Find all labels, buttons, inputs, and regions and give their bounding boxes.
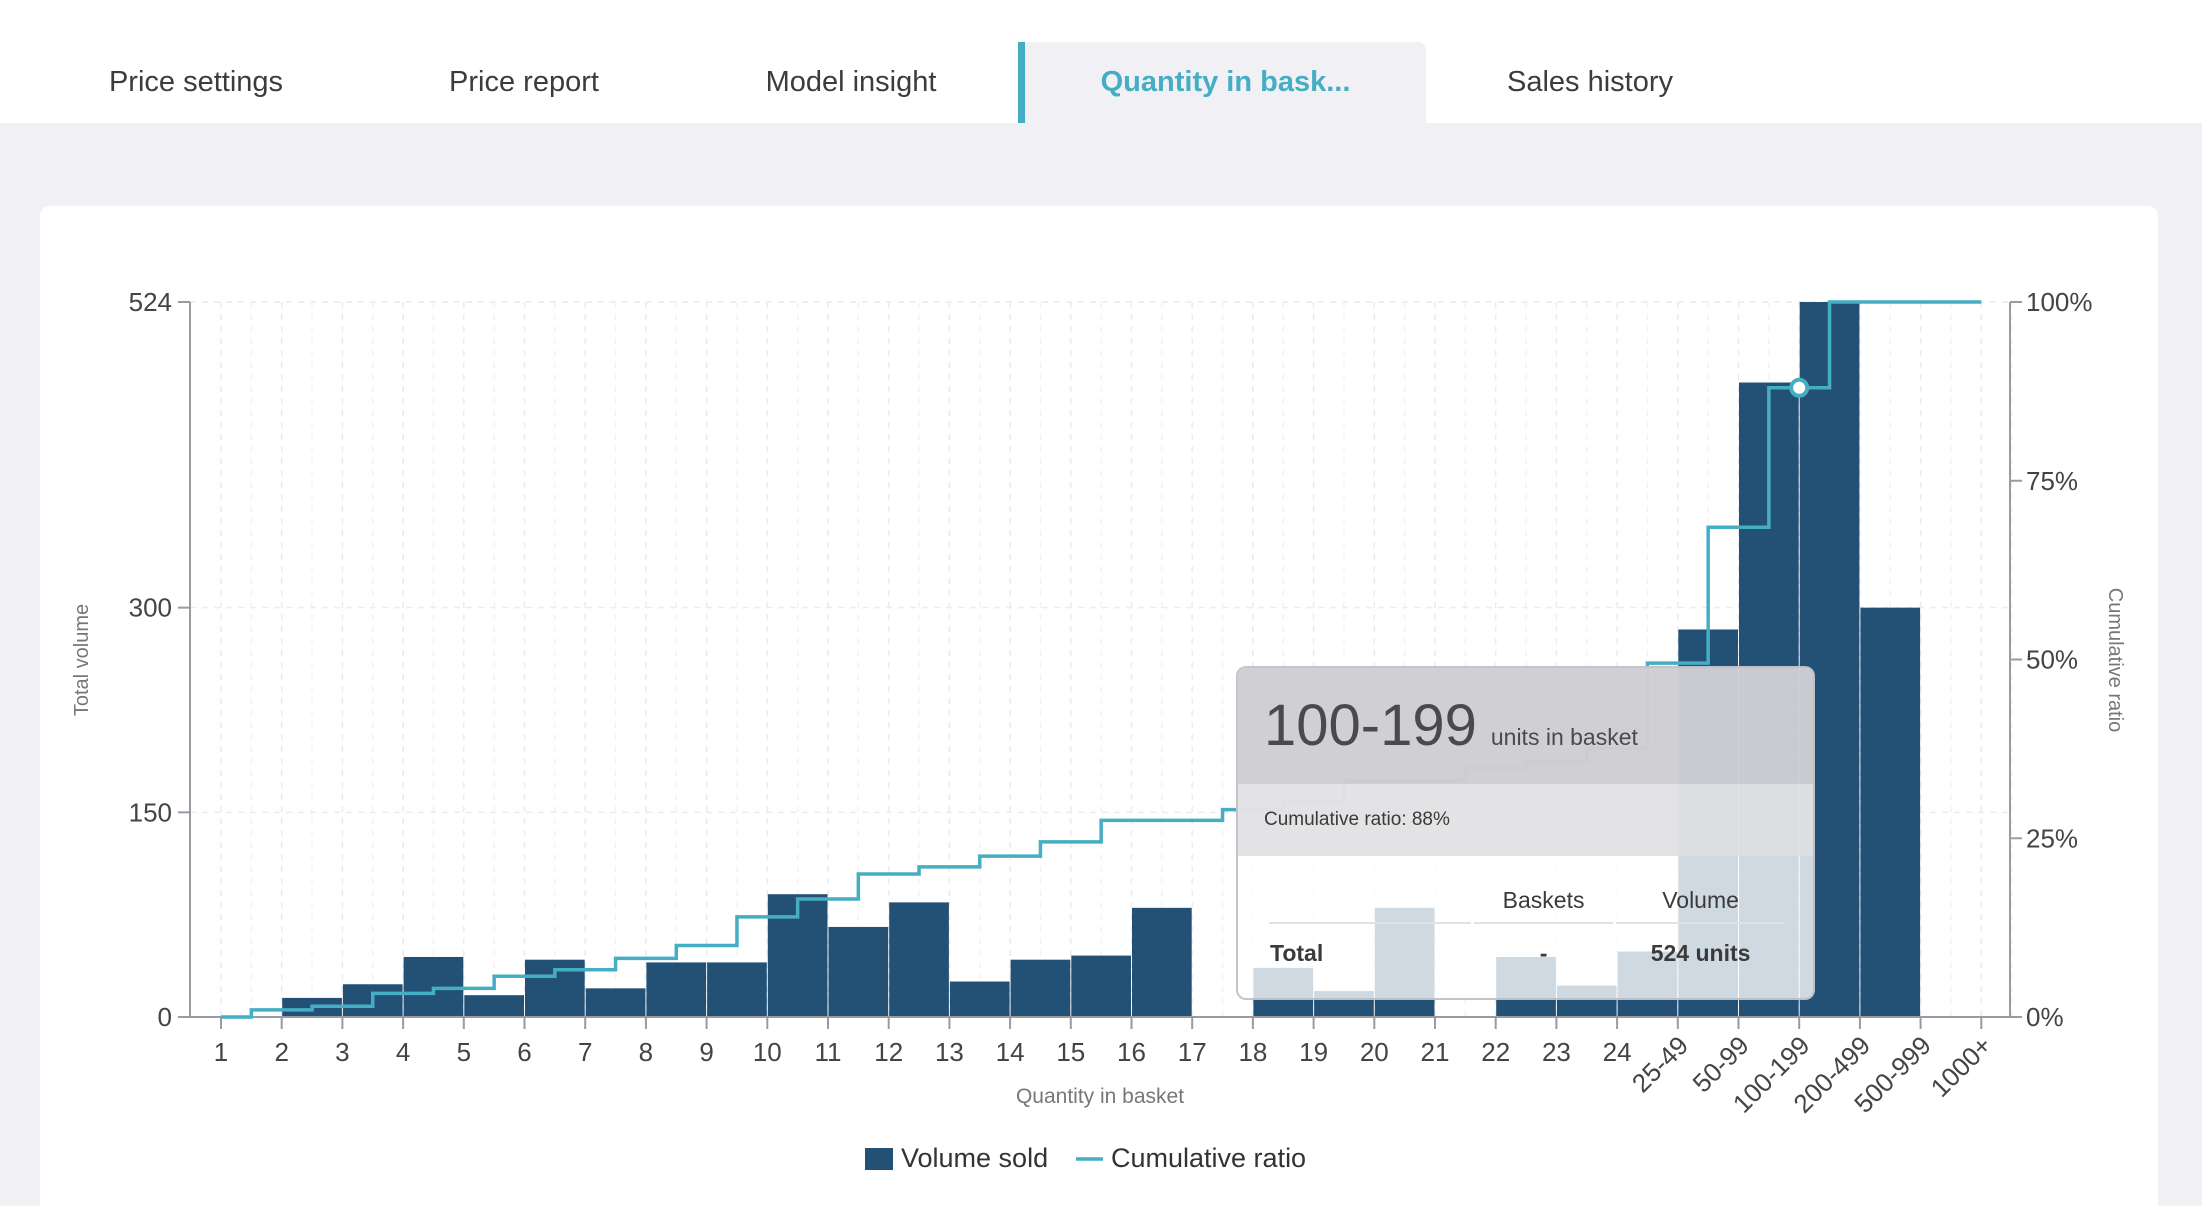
bar-12 bbox=[889, 902, 949, 1017]
x-tick-label: 22 bbox=[1481, 1037, 1510, 1067]
x-tick-label: 23 bbox=[1542, 1037, 1571, 1067]
x-tick-label: 21 bbox=[1421, 1037, 1450, 1067]
tab-price-report[interactable]: Price report bbox=[449, 66, 599, 98]
tooltip-table: Baskets Volume Total - 524 units bbox=[1266, 886, 1788, 968]
x-tick-label: 7 bbox=[578, 1037, 592, 1067]
x-tick-label: 16 bbox=[1117, 1037, 1146, 1067]
x-axis-title: Quantity in basket bbox=[1016, 1085, 1184, 1108]
y-tick-label: 150 bbox=[129, 797, 172, 827]
tooltip-baskets-value: - bbox=[1539, 940, 1548, 966]
y-tick-label: 300 bbox=[129, 593, 172, 623]
bar-16 bbox=[1132, 907, 1192, 1017]
tooltip-category: 100-199 bbox=[1264, 693, 1477, 758]
tooltip-row-label: Total bbox=[1270, 940, 1324, 966]
bar-200-499 bbox=[1860, 607, 1921, 1017]
tab-model-insight[interactable]: Model insight bbox=[765, 66, 937, 98]
bar-14 bbox=[1010, 959, 1071, 1017]
y-axis-title: Total volume bbox=[71, 604, 93, 716]
y2-axis-title: Cumulative ratio bbox=[2104, 588, 2126, 733]
tab-price-settings[interactable]: Price settings bbox=[108, 66, 284, 98]
y-tick-label: 0 bbox=[158, 1002, 172, 1032]
tooltip-col-baskets: Baskets bbox=[1474, 886, 1614, 924]
tab-bar: Price settings Price report Model insigh… bbox=[0, 0, 2202, 123]
tooltip-unit-label: units in basket bbox=[1490, 724, 1638, 750]
tooltip-col-volume: Volume bbox=[1616, 886, 1785, 924]
bar-8 bbox=[646, 962, 707, 1017]
x-tick-label: 14 bbox=[996, 1037, 1025, 1067]
y2-tick-label: 0% bbox=[2026, 1002, 2064, 1032]
legend-label-volume: Volume sold bbox=[901, 1143, 1048, 1173]
x-tick-label: 4 bbox=[396, 1037, 410, 1067]
x-tick-label: 12 bbox=[874, 1037, 903, 1067]
bar-15 bbox=[1071, 955, 1131, 1017]
tooltip-header: 100-199 units in basket bbox=[1238, 668, 1813, 784]
bar-13 bbox=[949, 981, 1010, 1017]
x-tick-label: 3 bbox=[335, 1037, 349, 1067]
tooltip-col-empty bbox=[1269, 886, 1471, 924]
bar-5 bbox=[464, 995, 524, 1017]
x-tick-label: 2 bbox=[274, 1037, 288, 1067]
x-tick-label: 17 bbox=[1178, 1037, 1207, 1067]
legend-swatch-volume bbox=[865, 1148, 893, 1170]
x-tick-label: 13 bbox=[935, 1037, 964, 1067]
y2-tick-label: 100% bbox=[2026, 287, 2093, 317]
x-tick-label: 8 bbox=[639, 1037, 653, 1067]
x-tick-label: 9 bbox=[699, 1037, 713, 1067]
y2-tick-label: 25% bbox=[2026, 823, 2078, 853]
x-tick-label: 11 bbox=[815, 1037, 842, 1067]
x-tick-label: 20 bbox=[1360, 1037, 1389, 1067]
tab-sales-history[interactable]: Sales history bbox=[1506, 66, 1673, 98]
x-tick-label: 19 bbox=[1299, 1037, 1328, 1067]
tooltip-ratio: Cumulative ratio: 88% bbox=[1238, 784, 1813, 856]
tooltip-volume-value: 524 units bbox=[1650, 940, 1751, 966]
x-tick-label: 18 bbox=[1238, 1037, 1267, 1067]
bar-9 bbox=[707, 962, 767, 1017]
x-tick-label: 25-49 bbox=[1626, 1030, 1694, 1098]
y2-tick-label: 75% bbox=[2026, 466, 2078, 496]
bar-7 bbox=[585, 988, 646, 1017]
x-tick-label: 6 bbox=[517, 1037, 531, 1067]
y2-tick-label: 50% bbox=[2026, 645, 2078, 675]
chart-card: 0 150 300 524 0% 25% 50% 75% 100% 1 2 3 4 5 6 7 8 9 10 11 12… bbox=[40, 206, 2158, 1206]
x-tick-label: 1000+ bbox=[1925, 1030, 1998, 1103]
x-tick-label: 1 bbox=[214, 1037, 228, 1067]
x-tick-label: 5 bbox=[457, 1037, 471, 1067]
legend-label-ratio: Cumulative ratio bbox=[1111, 1143, 1306, 1173]
y-tick-label: 524 bbox=[129, 287, 172, 317]
bar-11 bbox=[828, 926, 889, 1017]
x-tick-label: 15 bbox=[1056, 1037, 1085, 1067]
x-tick-label: 24 bbox=[1603, 1037, 1632, 1067]
chart-tooltip: 100-199 units in basket Cumulative ratio… bbox=[1236, 666, 1815, 1000]
x-tick-label: 10 bbox=[753, 1037, 782, 1067]
hover-point-marker bbox=[1789, 377, 1810, 398]
tab-quantity-in-basket[interactable]: Quantity in bask... bbox=[1018, 42, 1426, 123]
